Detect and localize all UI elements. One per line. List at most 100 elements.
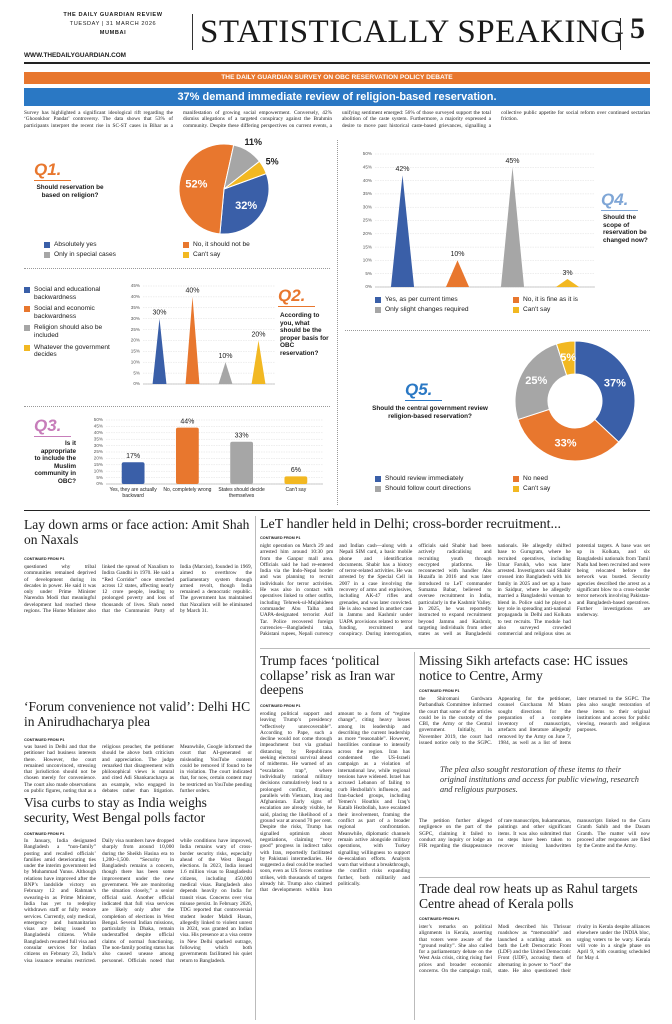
x-tick-label: States should decide themselves bbox=[218, 487, 265, 499]
legend-item: Religion should also be included bbox=[24, 324, 116, 339]
question-label: Q2. bbox=[278, 286, 316, 307]
legend-label: Should follow court directions bbox=[385, 484, 471, 492]
x-tick-label: Can't say bbox=[285, 487, 307, 493]
legend-swatch bbox=[513, 297, 519, 303]
article-body: ister’s remarks on political alignments … bbox=[419, 924, 650, 975]
y-tick-label: 0% bbox=[96, 481, 103, 486]
bar bbox=[175, 427, 199, 484]
legend-label: Yes, as per current times bbox=[385, 296, 458, 303]
continued: CONTINUED FROM P1 bbox=[260, 704, 301, 708]
y-tick-label: 5% bbox=[96, 475, 103, 480]
legend-swatch bbox=[513, 485, 519, 492]
masthead-rule bbox=[24, 62, 650, 64]
y-tick-label: 10% bbox=[363, 258, 372, 263]
legend-swatch bbox=[375, 476, 381, 482]
y-tick-label: 5% bbox=[133, 370, 140, 375]
y-tick-label: 50% bbox=[363, 151, 372, 156]
legend-swatch bbox=[24, 287, 30, 293]
question-label: Q3. bbox=[34, 416, 72, 437]
bar bbox=[390, 175, 415, 287]
article-body: In January, India designated Bangladesh … bbox=[24, 838, 252, 964]
legend-item: Absolutely yes bbox=[44, 241, 175, 249]
value-label: 17% bbox=[126, 453, 140, 460]
legend-swatch bbox=[24, 325, 30, 332]
legend-swatch bbox=[375, 485, 381, 492]
plot: 37% 33% 25% 5% bbox=[514, 340, 636, 462]
question-text: Is it appropriate to include the Muslim … bbox=[34, 440, 76, 485]
continued: CONTINUED FROM P1 bbox=[24, 832, 65, 836]
legend-item: Only in special cases bbox=[44, 251, 175, 259]
date: TUESDAY | 31 MARCH 2026 bbox=[69, 21, 157, 27]
plot: 0% 5% 10% 15% 20% 25% 30% 35% 40% 45% 50% 42% 10% 45%… bbox=[363, 151, 595, 289]
legend-label: Whatever the government decides bbox=[34, 343, 110, 359]
value-label: 52% bbox=[185, 179, 207, 191]
legend-label: Can't say bbox=[523, 305, 551, 313]
y-tick-label: 40% bbox=[131, 294, 140, 299]
question-text: Should the scope of reservation be chang… bbox=[603, 214, 648, 244]
y-tick-label: 40% bbox=[94, 430, 103, 435]
value-label: 33% bbox=[235, 433, 249, 440]
survey-intro: Survey has highlighted a significant ide… bbox=[24, 110, 650, 129]
legend-item: Should review immediately bbox=[375, 475, 505, 483]
value-label: 42% bbox=[395, 166, 409, 173]
section-title: STATISTICALLY SPEAKING bbox=[200, 14, 625, 50]
legend-swatch bbox=[183, 251, 189, 258]
pull-quote: The plea also sought restoration of thes… bbox=[440, 765, 639, 794]
y-tick-label: 10% bbox=[131, 359, 140, 364]
y-tick-label: 0% bbox=[133, 381, 140, 386]
y-tick-label: 25% bbox=[94, 449, 103, 454]
article-body: night operation on March 29 and arrested… bbox=[260, 543, 650, 638]
y-tick-label: 0% bbox=[365, 284, 372, 289]
bar bbox=[500, 167, 525, 287]
value-label: 11% bbox=[245, 137, 263, 147]
legend-swatch bbox=[375, 306, 381, 313]
y-tick-label: 30% bbox=[94, 443, 103, 448]
plot: 0%5% 10%15%20% 25%30% 35%40%45% 50% 17% 44% 33%… bbox=[94, 417, 323, 486]
divider bbox=[260, 648, 650, 649]
separator bbox=[192, 14, 193, 50]
divider bbox=[419, 877, 650, 878]
legend-swatch bbox=[513, 306, 519, 313]
column-rule bbox=[255, 516, 256, 1020]
y-tick-label: 50% bbox=[94, 417, 103, 422]
value-label: 3% bbox=[562, 270, 572, 277]
slice bbox=[219, 172, 270, 235]
headline: ‘Forum convenience not valid’: Delhi HC … bbox=[24, 699, 251, 729]
article-body: the Shiromani Gurdwara Parbandhak Commit… bbox=[419, 696, 650, 747]
legend-label: Absolutely yes bbox=[54, 241, 97, 248]
legend-item: Should follow court directions bbox=[375, 485, 505, 493]
legend-label: Only slight changes required bbox=[385, 305, 469, 313]
value-label: 40% bbox=[185, 288, 199, 295]
divider bbox=[345, 330, 650, 331]
article-body: eroding political support and leaving Tr… bbox=[260, 711, 410, 894]
value-label: 5% bbox=[266, 157, 279, 167]
legend-swatch bbox=[44, 251, 50, 258]
legend: Absolutely yes No, it should not be Only i… bbox=[44, 241, 314, 258]
y-tick-label: 15% bbox=[94, 462, 103, 467]
legend-item: Only slight changes required bbox=[375, 306, 505, 314]
value-label: 6% bbox=[291, 467, 301, 474]
divider bbox=[337, 140, 338, 505]
x-tick-label: Yes, they are actually backward bbox=[109, 487, 157, 499]
legend-swatch bbox=[24, 306, 30, 313]
y-tick-label: 25% bbox=[363, 218, 372, 223]
plot: 32% 52% 11%5% bbox=[178, 137, 279, 235]
legend-item: No, it should not be bbox=[183, 241, 314, 249]
y-tick-label: 10% bbox=[94, 468, 103, 473]
headline: Missing Sikh artefacts case: HC issues n… bbox=[419, 653, 628, 683]
bar bbox=[185, 296, 200, 384]
question-label: Q5. bbox=[405, 380, 443, 401]
bar bbox=[284, 476, 308, 484]
paper-name: THE DAILY GUARDIAN REVIEW bbox=[63, 12, 163, 18]
continued: CONTINUED FROM P1 bbox=[260, 536, 301, 540]
legend-item: Social and economic backwardness bbox=[24, 305, 116, 320]
chart-q2: Social and educational backwardness Socia… bbox=[24, 272, 330, 402]
headline: Visa curbs to stay as India weighs secur… bbox=[24, 795, 207, 825]
question-text: Should reservation be based on religion? bbox=[36, 184, 104, 199]
survey-banner: THE DAILY GUARDIAN SURVEY ON OBC RESERVA… bbox=[24, 72, 650, 84]
y-tick-label: 15% bbox=[363, 244, 372, 249]
y-tick-label: 20% bbox=[363, 231, 372, 236]
y-tick-label: 25% bbox=[131, 327, 140, 332]
value-label: 44% bbox=[180, 419, 194, 426]
